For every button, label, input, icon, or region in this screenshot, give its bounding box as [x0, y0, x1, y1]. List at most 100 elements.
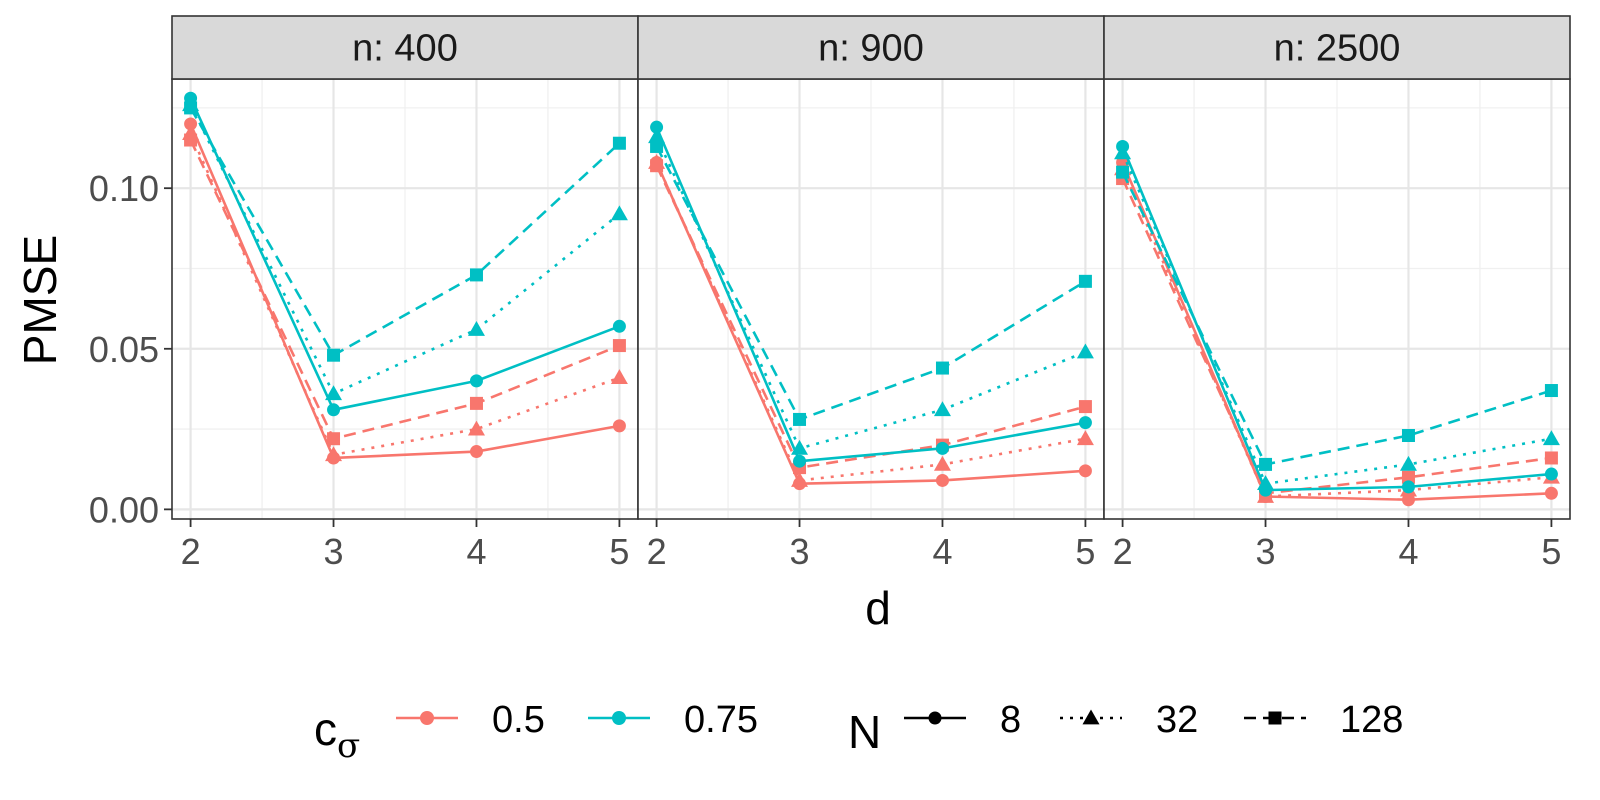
strip-background	[1103, 15, 1571, 80]
strip-background	[637, 15, 1105, 80]
data-point	[791, 471, 809, 487]
data-point	[1076, 430, 1094, 446]
y-tick-label: 0.10	[89, 168, 159, 209]
series-line	[655, 165, 1086, 469]
data-point	[184, 117, 198, 131]
data-point	[650, 159, 664, 173]
series-line	[189, 97, 620, 412]
x-tick-label: 4	[1398, 531, 1418, 572]
series-line	[189, 139, 620, 441]
data-point	[469, 445, 483, 459]
series-line	[1121, 161, 1552, 502]
data-point	[1399, 455, 1417, 471]
legend-label: 32	[1156, 699, 1198, 741]
data-point	[1544, 384, 1558, 398]
legend-key-point	[612, 711, 626, 725]
legend-linetype-items: 8 32 128	[904, 699, 1403, 741]
data-point	[184, 133, 198, 147]
data-point	[1114, 144, 1132, 160]
series-c0.75-N128	[650, 139, 1092, 426]
series-c0.5-N128	[184, 133, 626, 446]
legend-label: 8	[1000, 699, 1021, 741]
series-line	[189, 123, 620, 460]
data-point	[1401, 493, 1415, 507]
legend-title-subscript: σ	[337, 726, 360, 766]
data-point	[469, 268, 483, 282]
data-point	[1542, 430, 1560, 446]
x-tick-label: 3	[324, 531, 344, 572]
x-tick-label: 2	[647, 531, 667, 572]
data-point	[1116, 165, 1130, 179]
x-tick-label: 3	[1256, 531, 1276, 572]
series-line	[189, 107, 621, 357]
data-point	[1401, 428, 1415, 442]
data-point	[467, 420, 485, 436]
data-point	[1078, 416, 1092, 430]
data-point	[184, 101, 198, 115]
legend: cσ 0.5 0.75 N 8 32 128	[314, 699, 1403, 766]
data-point	[1401, 470, 1415, 484]
series-line	[655, 136, 1086, 450]
data-point	[327, 348, 341, 362]
legend-key-point	[1268, 711, 1282, 725]
legend-title-n: N	[848, 706, 881, 758]
series-c0.5-N8	[184, 117, 626, 465]
panel-2: n: 900 2 3 4 5	[637, 15, 1105, 572]
series-line	[655, 161, 1086, 485]
data-point	[612, 419, 626, 433]
legend-title-c-sigma: cσ	[314, 703, 360, 766]
strip-label: n: 900	[818, 28, 924, 70]
data-point	[935, 361, 949, 375]
legend-color-item-0.5: 0.5	[396, 699, 545, 741]
series-line	[655, 161, 1086, 482]
x-tick-label: 2	[1113, 531, 1133, 572]
data-point	[469, 396, 483, 410]
data-point	[610, 205, 628, 221]
legend-linetype-item-32: 32	[1060, 699, 1198, 741]
data-point	[1076, 343, 1094, 359]
series-c0.75-N128	[1116, 165, 1558, 471]
legend-key-point	[1082, 709, 1100, 725]
strip-label: n: 2500	[1274, 28, 1401, 70]
series-line	[1121, 178, 1552, 495]
data-point	[933, 401, 951, 417]
panels-layer: n: 400 2 3 4 5 n: 900 2 3 4 5 n: 2500 2 3 4 5	[171, 15, 1571, 572]
y-tick-label: 0.05	[89, 329, 159, 370]
series-line	[189, 133, 620, 457]
x-tick-label: 2	[181, 531, 201, 572]
data-point	[1078, 400, 1092, 414]
data-point	[467, 321, 485, 336]
x-tick-label: 4	[932, 531, 952, 572]
data-point	[325, 385, 343, 401]
legend-color-item-0.75: 0.75	[588, 699, 758, 741]
data-point	[610, 369, 628, 385]
x-tick-label: 3	[790, 531, 810, 572]
data-point	[793, 454, 807, 468]
x-tick-label: 4	[466, 531, 486, 572]
data-point	[1259, 457, 1273, 471]
series-line	[1121, 171, 1552, 466]
legend-key-point	[928, 711, 942, 725]
legend-linetype-item-128: 128	[1244, 699, 1403, 741]
y-tick-label: 0.00	[89, 489, 159, 530]
x-tick-label: 5	[1541, 531, 1561, 572]
data-point	[612, 339, 626, 353]
x-axis-title: d	[865, 582, 891, 634]
data-point	[650, 139, 664, 153]
y-axis: 0.00 0.05 0.10	[89, 168, 172, 530]
data-point	[935, 441, 949, 455]
data-point	[1401, 480, 1415, 494]
strip-label: n: 400	[352, 28, 458, 70]
series-line	[1121, 168, 1552, 498]
data-point	[469, 374, 483, 388]
data-point	[1544, 486, 1558, 500]
data-point	[612, 136, 626, 150]
data-point	[1078, 464, 1092, 478]
data-point	[935, 473, 949, 487]
legend-label: 128	[1340, 699, 1403, 741]
data-point	[327, 432, 341, 446]
data-point	[1544, 467, 1558, 481]
legend-label: 0.5	[492, 699, 545, 741]
data-point	[1257, 475, 1275, 491]
